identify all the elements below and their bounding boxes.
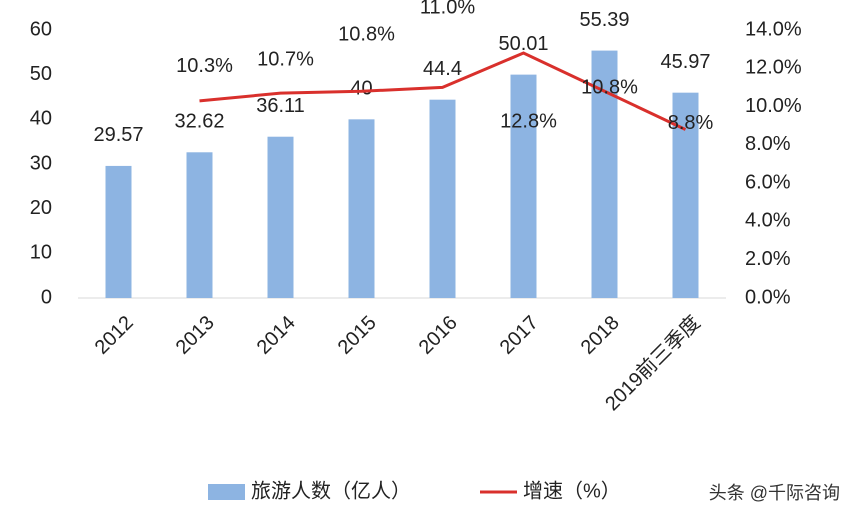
x-tick-label: 2018 [577,312,624,359]
x-tick-label: 2013 [172,312,219,359]
line-value-label: 10.7% [257,48,314,70]
bar [267,136,294,298]
line-value-label: 12.8% [500,110,557,132]
bar-value-label: 36.11 [256,95,305,117]
line-value-label: 10.3% [176,55,233,77]
bar-value-label: 40 [350,78,372,100]
legend-label: 增速（%） [523,479,621,502]
y2-tick-label: 4.0% [745,210,791,232]
x-tick-label: 2015 [334,312,381,359]
bar [348,119,375,298]
legend-swatch [208,484,245,500]
bar [510,74,537,298]
y2-tick-label: 2.0% [745,248,791,270]
bar-value-label: 45.97 [660,51,710,73]
legend-label: 旅游人数（亿人） [251,479,411,502]
line-value-label: 10.8% [338,24,395,46]
y-tick-label: 40 [30,108,52,130]
y2-tick-label: 8.0% [745,133,791,155]
line [199,51,687,131]
watermark: 头条 @千际咨询 [709,483,840,503]
line-value-label: 11.0% [420,0,475,19]
bar-value-label: 44.4 [423,58,462,80]
y-tick-label: 50 [30,63,52,85]
y2-tick-label: 12.0% [745,57,802,79]
x-tick-label: 2012 [91,312,138,359]
x-tick-label: 2014 [253,312,300,359]
bar-value-label: 32.62 [174,111,224,133]
y-tick-label: 60 [30,18,52,40]
bar-value-label: 29.57 [93,124,143,146]
bar [186,152,213,298]
line-value-label: 8.8% [668,112,714,134]
x-tick-label: 2016 [415,312,462,359]
y2-tick-label: 0.0% [745,286,791,308]
y2-tick-label: 10.0% [745,95,802,117]
bar-value-label: 50.01 [498,33,548,55]
bar [429,99,456,299]
y2-tick-label: 14.0% [745,18,802,40]
y-tick-label: 10 [30,242,52,264]
line-value-label: 10.8% [581,77,638,99]
bar-value-label: 55.39 [579,9,629,31]
y2-tick-label: 6.0% [745,171,791,193]
y-tick-label: 20 [30,197,52,219]
x-tick-label: 2017 [496,312,543,359]
y-tick-label: 0 [41,286,52,308]
y-tick-label: 30 [30,152,52,174]
bar [105,165,132,298]
